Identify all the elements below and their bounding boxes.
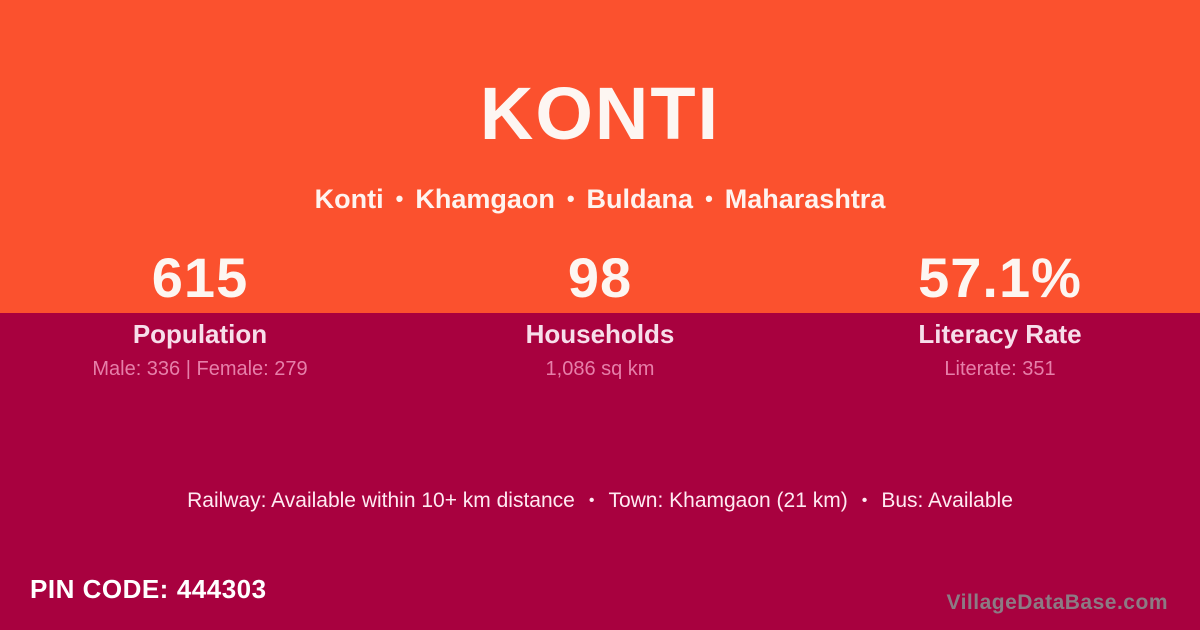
transport-separator: • — [861, 492, 868, 509]
breadcrumb-item-district: Buldana — [586, 184, 694, 214]
stat-value-population: 615 — [151, 246, 249, 309]
stat-label-literacy-rate: Literacy Rate — [918, 319, 1082, 349]
stats-values-row: 615 98 57.1% — [0, 247, 1200, 309]
page-title: KONTI — [479, 72, 721, 155]
stat-value-households: 98 — [567, 246, 633, 309]
transport-railway: Railway: Available within 10+ km distanc… — [187, 489, 575, 512]
pin-code-value: 444303 — [176, 574, 267, 604]
breadcrumb-item-village: Konti — [314, 184, 384, 214]
breadcrumb-separator: • — [566, 186, 575, 211]
stat-detail-population: Male: 336 | Female: 279 — [92, 358, 308, 380]
stat-label-population: Population — [132, 319, 268, 349]
breadcrumb-separator: • — [395, 186, 404, 211]
pin-code-label: PIN CODE: — [30, 574, 169, 604]
transport-town: Town: Khamgaon (21 km) — [608, 489, 848, 512]
stats-details-row: Male: 336 | Female: 279 1,086 sq km Lite… — [0, 355, 1200, 383]
transport-bus: Bus: Available — [881, 489, 1013, 512]
breadcrumb: Konti • Khamgaon • Buldana • Maharashtra — [0, 178, 1200, 220]
header-section: KONTI Konti • Khamgaon • Buldana • Maharashtra… — [0, 0, 1200, 313]
transport-separator: • — [588, 492, 595, 509]
breadcrumb-item-taluka: Khamgaon — [415, 184, 555, 214]
stat-detail-households: 1,086 sq km — [545, 358, 655, 380]
watermark-sitename: VillageDataBase.com — [946, 591, 1168, 614]
stat-label-households: Households — [525, 319, 675, 349]
transport-info: Railway: Available within 10+ km distanc… — [0, 485, 1200, 517]
stat-detail-literacy-rate: Literate: 351 — [944, 358, 1056, 380]
breadcrumb-separator: • — [705, 186, 713, 211]
details-section: Population Households Literacy Rate Male… — [0, 313, 1200, 630]
pin-code: PIN CODE: 444303 — [30, 573, 267, 605]
stats-labels-row: Population Households Literacy Rate — [0, 313, 1200, 351]
stat-value-literacy-rate: 57.1% — [918, 246, 1082, 309]
breadcrumb-item-state: Maharashtra — [724, 184, 886, 214]
